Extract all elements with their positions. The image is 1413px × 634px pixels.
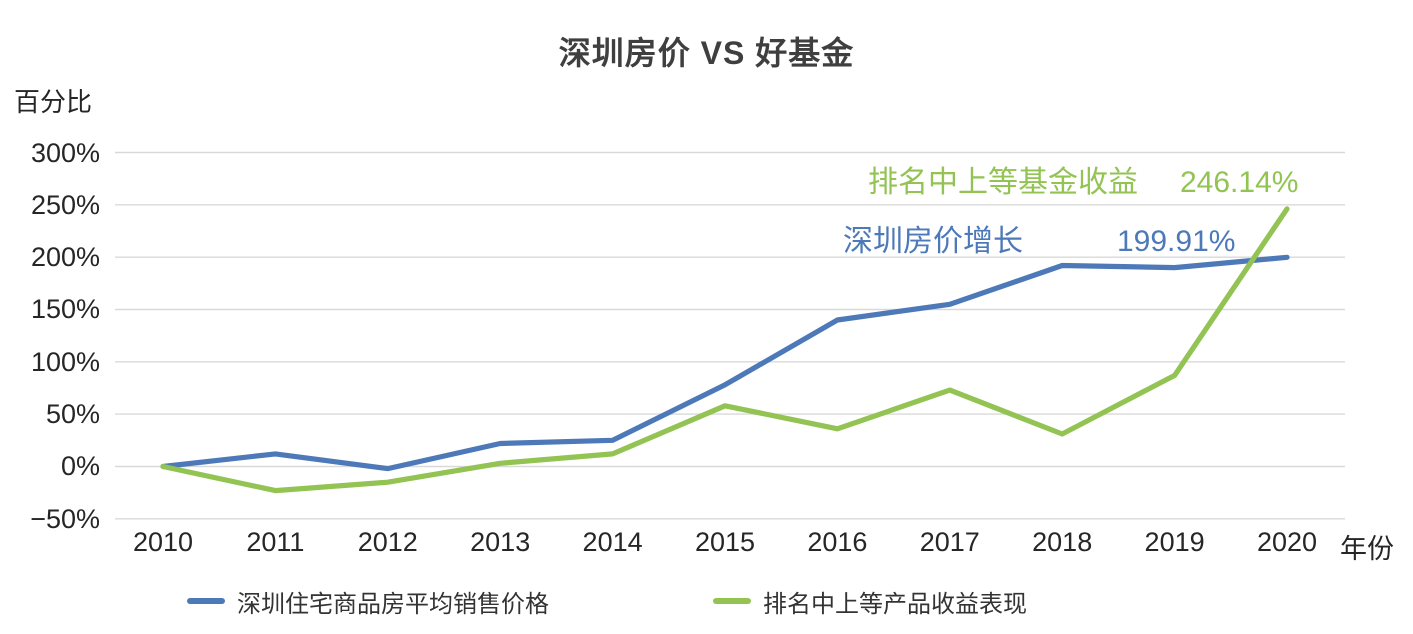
y-tick-label: 150%: [30, 294, 100, 325]
x-tick-label: 2019: [1144, 527, 1205, 557]
legend-label-housing: 深圳住宅商品房平均销售价格: [237, 590, 549, 618]
fund-return-line: [160, 206, 1290, 494]
y-tick-label: 200%: [30, 242, 100, 273]
fund-annotation: 排名中上等基金收益 246.14%: [0, 165, 1413, 201]
x-tick-label: 2020: [1256, 527, 1318, 557]
x-tick-label: 2015: [694, 527, 756, 557]
housing-price-line: [160, 254, 1290, 472]
house-price-annotation-label: 深圳房价增长: [843, 225, 1023, 258]
x-tick-label: 2018: [1032, 527, 1093, 557]
y-tick-label: 300%: [30, 137, 100, 168]
x-tick-label: 2011: [246, 527, 305, 557]
y-tick-label: 100%: [30, 346, 100, 377]
chart-title: 深圳房价 VS 好基金: [558, 35, 855, 71]
y-tick-label: 250%: [30, 189, 100, 220]
house-price-annotation: 深圳房价增长 199.91%: [0, 224, 1413, 260]
house-price-annotation-value: 199.91%: [1117, 225, 1236, 258]
housing-line-swatch: [187, 598, 225, 604]
x-tick-label: 2017: [919, 527, 980, 557]
x-tick-label: 2012: [357, 527, 418, 557]
legend-item-housing: 深圳住宅商品房平均销售价格: [187, 586, 549, 618]
legend-label-fund: 排名中上等产品收益表现: [763, 590, 1027, 618]
y-axis-title: 百分比: [14, 87, 93, 117]
fund-line-swatch: [713, 598, 751, 604]
x-tick-label: 2013: [470, 527, 531, 557]
x-tick-label: 2016: [807, 527, 868, 557]
x-axis-title: 年份: [1340, 534, 1394, 564]
x-tick-label: 2010: [132, 527, 194, 557]
y-tick-label: −50%: [30, 503, 100, 534]
fund-annotation-value: 246.14%: [1180, 166, 1299, 199]
x-tick-label: 2014: [582, 527, 643, 557]
y-tick-label: 0%: [60, 451, 100, 482]
y-tick-label: 50%: [45, 399, 100, 430]
legend-item-fund: 排名中上等产品收益表现: [713, 586, 1027, 618]
fund-annotation-label: 排名中上等基金收益: [868, 166, 1138, 199]
